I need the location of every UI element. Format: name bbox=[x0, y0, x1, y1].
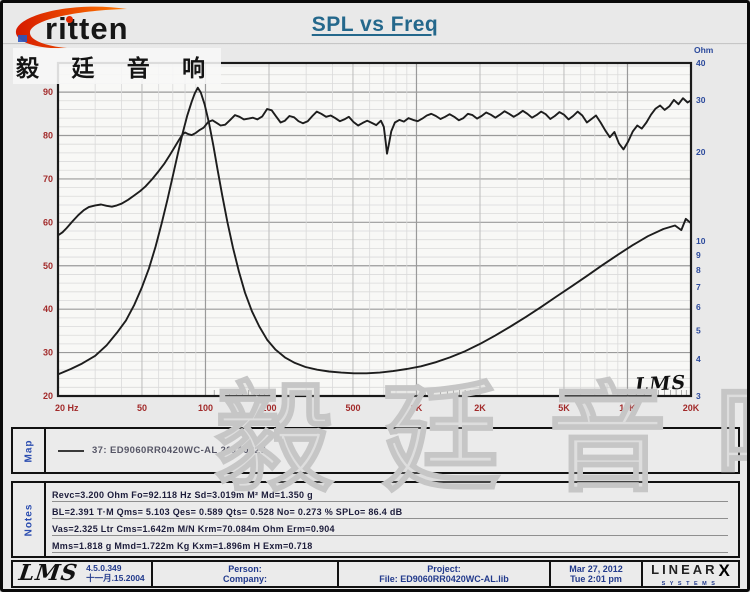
legend-entry: 37: ED9060RR0420WC-AL 20120327 bbox=[92, 445, 266, 456]
note-line-2: BL=2.391 T·M Qms= 5.103 Qes= 0.589 Qts= … bbox=[52, 505, 728, 520]
svg-text:6: 6 bbox=[696, 302, 701, 312]
svg-text:30: 30 bbox=[43, 348, 53, 358]
linearx-x-glyph: X bbox=[718, 560, 730, 580]
person-label: Person: bbox=[228, 563, 262, 574]
svg-text:5K: 5K bbox=[558, 403, 570, 413]
brand-i-dot-icon bbox=[66, 16, 73, 23]
time-text: Tue 2:01 pm bbox=[570, 574, 622, 584]
status-bar: LMS 4.5.0.349 十一月.15.2004 Person: Compan… bbox=[11, 560, 740, 588]
brand-swoosh-icon bbox=[15, 6, 127, 49]
page-title: SPL vs Freq bbox=[311, 13, 439, 36]
svg-text:200: 200 bbox=[261, 403, 276, 413]
spl-vs-freq-chart: 20 Hz 50 100 200 500 1K 2K 5K 10K 20K 20 30 40 50 60 70… bbox=[43, 45, 714, 413]
svg-text:3: 3 bbox=[696, 391, 701, 401]
svg-text:50: 50 bbox=[137, 403, 147, 413]
svg-text:2K: 2K bbox=[474, 403, 486, 413]
brand-name: ritten bbox=[45, 11, 129, 46]
notes-label: Notes bbox=[23, 503, 34, 536]
svg-text:30: 30 bbox=[696, 95, 706, 105]
brand-chinese-name: 毅 廷 音 响 bbox=[13, 48, 222, 84]
svg-text:40: 40 bbox=[696, 58, 706, 68]
project-label: Project: bbox=[427, 563, 461, 574]
note-line-3: Vas=2.325 Ltr Cms=1.642m M/N Krm=70.084m… bbox=[52, 522, 728, 536]
svg-text:10: 10 bbox=[696, 236, 706, 246]
project-file-cell: Project: File: ED9060RR0420WC-AL.lib bbox=[339, 562, 551, 586]
datetime-cell: Mar 27, 2012 Tue 2:01 pm bbox=[551, 562, 643, 586]
company-label: Company: bbox=[222, 574, 267, 584]
svg-text:Ohm: Ohm bbox=[694, 45, 714, 55]
series-impedance-curve bbox=[58, 86, 691, 376]
file-name: File: ED9060RR0420WC-AL.lib bbox=[379, 574, 509, 584]
linearx-systems-text: SYSTEMS bbox=[661, 581, 720, 588]
svg-text:7: 7 bbox=[696, 282, 701, 292]
svg-text:50: 50 bbox=[43, 261, 53, 271]
svg-text:20: 20 bbox=[43, 391, 53, 401]
svg-text:20 Hz: 20 Hz bbox=[55, 403, 79, 413]
legend-row[interactable]: 37: ED9060RR0420WC-AL 20120327 bbox=[46, 429, 738, 472]
svg-text:40: 40 bbox=[43, 304, 53, 314]
note-line-4: Mms=1.818 g Mmd=1.722m Kg Kxm=1.896m H E… bbox=[52, 539, 728, 553]
svg-text:20K: 20K bbox=[683, 403, 700, 413]
map-label-cell: Map bbox=[13, 429, 46, 472]
svg-text:LMS: LMS bbox=[634, 372, 687, 397]
app-version-date: 十一月.15.2004 bbox=[86, 573, 145, 583]
notes-body: Revc=3.200 Ohm Fo=92.118 Hz Sd=3.019m M²… bbox=[46, 483, 738, 556]
app-version-cell: LMS 4.5.0.349 十一月.15.2004 bbox=[13, 560, 153, 587]
svg-text:60: 60 bbox=[43, 217, 53, 227]
map-label: Map bbox=[23, 439, 34, 462]
lms-logo: LMS bbox=[17, 560, 80, 587]
app-version: 4.5.0.349 bbox=[86, 563, 122, 574]
linearx-logo: LINEAR X SYSTEMS bbox=[643, 560, 738, 588]
svg-text:8: 8 bbox=[696, 265, 701, 275]
brand-logo: ritten 毅 廷 音 响 bbox=[9, 5, 222, 84]
svg-text:90: 90 bbox=[43, 87, 53, 97]
svg-text:5: 5 bbox=[696, 325, 701, 335]
note-line-1: Revc=3.200 Ohm Fo=92.118 Hz Sd=3.019m M²… bbox=[52, 488, 728, 503]
linearx-wordmark: LINEAR bbox=[651, 561, 718, 577]
svg-text:80: 80 bbox=[43, 131, 53, 141]
notes-section: Notes Revc=3.200 Ohm Fo=92.118 Hz Sd=3.0… bbox=[11, 481, 740, 558]
svg-text:1K: 1K bbox=[411, 403, 423, 413]
svg-text:20: 20 bbox=[696, 147, 706, 157]
svg-text:70: 70 bbox=[43, 174, 53, 184]
svg-text:500: 500 bbox=[345, 403, 360, 413]
map-section: Map 37: ED9060RR0420WC-AL 20120327 bbox=[11, 427, 740, 474]
header-divider bbox=[3, 43, 747, 45]
legend-line-swatch-icon bbox=[58, 449, 84, 452]
svg-text:4: 4 bbox=[696, 354, 701, 364]
svg-text:10K: 10K bbox=[619, 403, 636, 413]
date-text: Mar 27, 2012 bbox=[569, 563, 623, 574]
svg-text:100: 100 bbox=[198, 403, 213, 413]
notes-label-cell: Notes bbox=[13, 483, 46, 556]
person-company-cell: Person: Company: bbox=[153, 562, 339, 586]
svg-text:9: 9 bbox=[696, 250, 701, 260]
